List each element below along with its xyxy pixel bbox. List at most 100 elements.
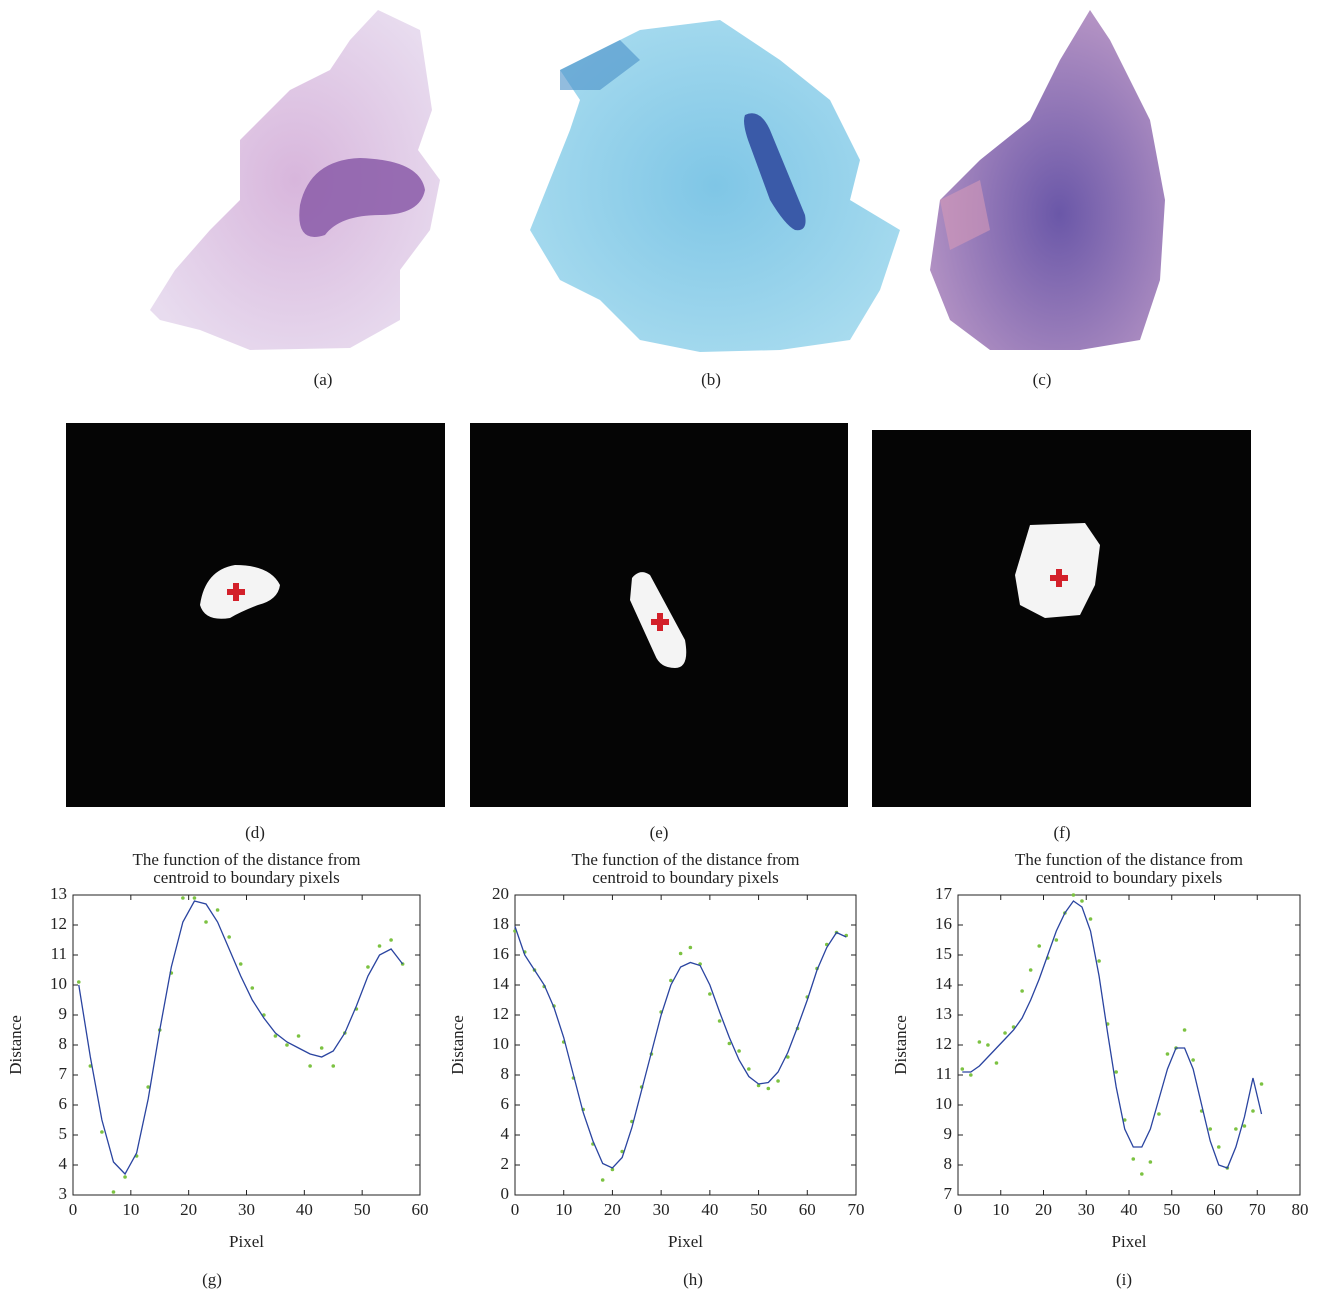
data-point (238, 962, 243, 966)
x-tick-label: 0 (954, 1200, 963, 1219)
x-axis-label: Pixel (668, 1232, 703, 1251)
cell-c (930, 10, 1165, 350)
x-tick-label: 30 (238, 1200, 255, 1219)
y-tick-label: 13 (935, 1004, 952, 1023)
data-point (1216, 1145, 1221, 1149)
cell-images (150, 10, 1165, 352)
y-tick-label: 7 (59, 1064, 68, 1083)
data-point (994, 1061, 999, 1065)
data-point (969, 1073, 973, 1077)
data-point (1157, 1112, 1161, 1116)
x-tick-label: 20 (180, 1200, 197, 1219)
x-tick-label: 10 (555, 1200, 572, 1219)
caption: (e) (650, 823, 669, 842)
chart-title: centroid to boundary pixels (153, 868, 340, 887)
mask-f-centroid (1050, 569, 1068, 587)
data-point (776, 1079, 780, 1083)
y-tick-label: 10 (935, 1094, 952, 1113)
data-point (1114, 1070, 1118, 1074)
cell-b-nucleus (744, 113, 806, 231)
data-point (1140, 1172, 1144, 1176)
y-tick-label: 16 (492, 944, 509, 963)
caption: (a) (314, 370, 333, 389)
data-point (717, 1019, 722, 1023)
y-tick-label: 5 (59, 1124, 68, 1143)
data-point (786, 1055, 790, 1059)
data-point (366, 965, 370, 969)
x-axis-label: Pixel (1112, 1232, 1147, 1251)
y-tick-label: 12 (492, 1004, 509, 1023)
x-tick-label: 10 (992, 1200, 1009, 1219)
y-tick-label: 14 (492, 974, 510, 993)
x-tick-label: 10 (122, 1200, 139, 1219)
x-tick-label: 50 (354, 1200, 371, 1219)
data-point (250, 986, 255, 990)
y-tick-label: 7 (944, 1184, 953, 1203)
data-point (1148, 1160, 1153, 1164)
y-tick-label: 3 (59, 1184, 68, 1203)
data-point (1131, 1157, 1136, 1161)
x-tick-label: 30 (1078, 1200, 1095, 1219)
data-point (986, 1043, 990, 1047)
data-point (678, 951, 683, 956)
y-tick-label: 11 (936, 1064, 952, 1083)
y-tick-label: 12 (935, 1034, 952, 1053)
data-point (1122, 1118, 1127, 1122)
y-tick-label: 17 (935, 884, 953, 903)
data-point (620, 1149, 624, 1154)
y-tick-label: 10 (50, 974, 67, 993)
cell-a-nucleus (299, 158, 425, 237)
y-tick-label: 8 (501, 1064, 510, 1083)
cell-c-edge (940, 180, 990, 250)
cell-b (530, 20, 900, 352)
x-tick-label: 0 (511, 1200, 520, 1219)
data-point (1182, 1028, 1187, 1032)
data-point (688, 945, 693, 950)
data-point (146, 1085, 150, 1089)
y-tick-label: 9 (59, 1004, 68, 1023)
data-point (1259, 1082, 1264, 1086)
x-tick-label: 60 (412, 1200, 429, 1219)
cell-b-patch (560, 40, 640, 90)
data-point (308, 1064, 312, 1068)
data-point (319, 1046, 324, 1050)
mask-d (66, 423, 445, 807)
x-tick-label: 40 (701, 1200, 718, 1219)
caption: (c) (1033, 370, 1052, 389)
y-tick-label: 12 (50, 914, 67, 933)
y-tick-label: 20 (492, 884, 509, 903)
y-axis-label: Distance (448, 1015, 467, 1074)
data-point (1080, 899, 1084, 903)
data-point (600, 1178, 605, 1182)
y-tick-label: 16 (935, 914, 952, 933)
data-point (181, 896, 185, 900)
data-point (747, 1067, 751, 1071)
caption: (d) (245, 823, 265, 842)
data-point (1165, 1052, 1170, 1056)
data-point (766, 1086, 771, 1091)
data-point (669, 978, 673, 983)
data-point (1088, 917, 1093, 921)
y-tick-label: 9 (944, 1124, 953, 1143)
x-tick-label: 70 (1249, 1200, 1266, 1219)
y-tick-label: 6 (59, 1094, 68, 1113)
caption: (h) (683, 1270, 703, 1289)
data-point (1234, 1127, 1238, 1131)
data-point (273, 1034, 278, 1038)
y-tick-label: 0 (501, 1184, 510, 1203)
binary-images (66, 423, 1251, 807)
data-point (285, 1043, 289, 1047)
data-point (1097, 959, 1101, 963)
data-point (227, 935, 231, 939)
y-tick-label: 15 (935, 944, 952, 963)
data-point (1028, 968, 1033, 972)
chart-title: The function of the distance from (132, 850, 360, 869)
x-tick-label: 50 (1163, 1200, 1180, 1219)
data-point (204, 920, 208, 924)
data-point (610, 1167, 615, 1172)
cell-a (150, 10, 440, 350)
x-tick-label: 60 (799, 1200, 816, 1219)
chart-title: The function of the distance from (1015, 850, 1243, 869)
y-tick-label: 6 (501, 1094, 510, 1113)
